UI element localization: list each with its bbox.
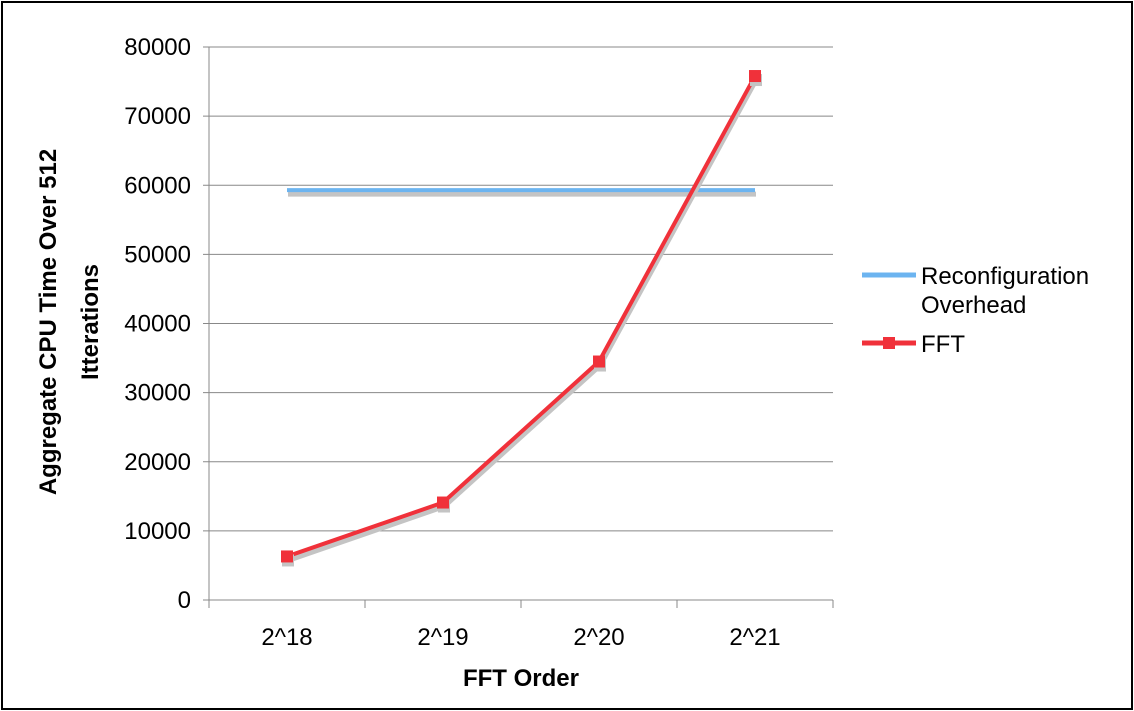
data-point [593, 355, 605, 368]
axes [208, 47, 833, 601]
series-line-shadow [287, 78, 759, 563]
series-line [286, 75, 757, 559]
series-group [281, 70, 762, 567]
y-axis-label-line-1: Aggregate CPU Time Over 512 [35, 149, 62, 495]
legend-label-line-2: Overhead [921, 292, 1026, 319]
data-point [749, 70, 761, 83]
legend: Reconfiguration Overhead FFT [862, 263, 1089, 358]
x-axis-label: FFT Order [463, 665, 579, 692]
y-tick-label: 30000 [124, 380, 191, 407]
y-axis-label-line-2: Itterations [77, 264, 104, 380]
data-point [437, 496, 449, 509]
y-tick-label: 60000 [124, 172, 191, 199]
y-tick-label: 10000 [124, 518, 191, 545]
legend-label-fft: FFT [921, 331, 965, 358]
y-axis-label: Aggregate CPU Time Over 512 Itterations [35, 149, 104, 495]
x-tick-label: 2^20 [573, 624, 624, 651]
data-point [281, 550, 293, 563]
legend-marker-fft [883, 337, 895, 349]
legend-label-line-1: Reconfiguration [921, 263, 1089, 290]
y-tick-label: 80000 [124, 34, 191, 61]
legend-item-reconfiguration-overhead: Reconfiguration Overhead [862, 263, 1089, 319]
x-tick-label: 2^21 [729, 624, 780, 651]
gridlines [203, 46, 834, 608]
y-tick-label: 50000 [124, 241, 191, 268]
y-tick-label: 40000 [124, 311, 191, 338]
y-tick-label: 20000 [124, 449, 191, 476]
y-tick-label: 0 [178, 587, 191, 614]
y-tick-labels: 0 10000 20000 30000 40000 50000 60000 70000 8000… [124, 34, 191, 614]
legend-item-fft: FFT [862, 331, 965, 358]
x-tick-label: 2^19 [417, 624, 468, 651]
y-tick-label: 70000 [124, 103, 191, 130]
x-tick-label: 2^18 [261, 624, 312, 651]
x-tick-labels: 2^18 2^19 2^20 2^21 [261, 624, 780, 651]
